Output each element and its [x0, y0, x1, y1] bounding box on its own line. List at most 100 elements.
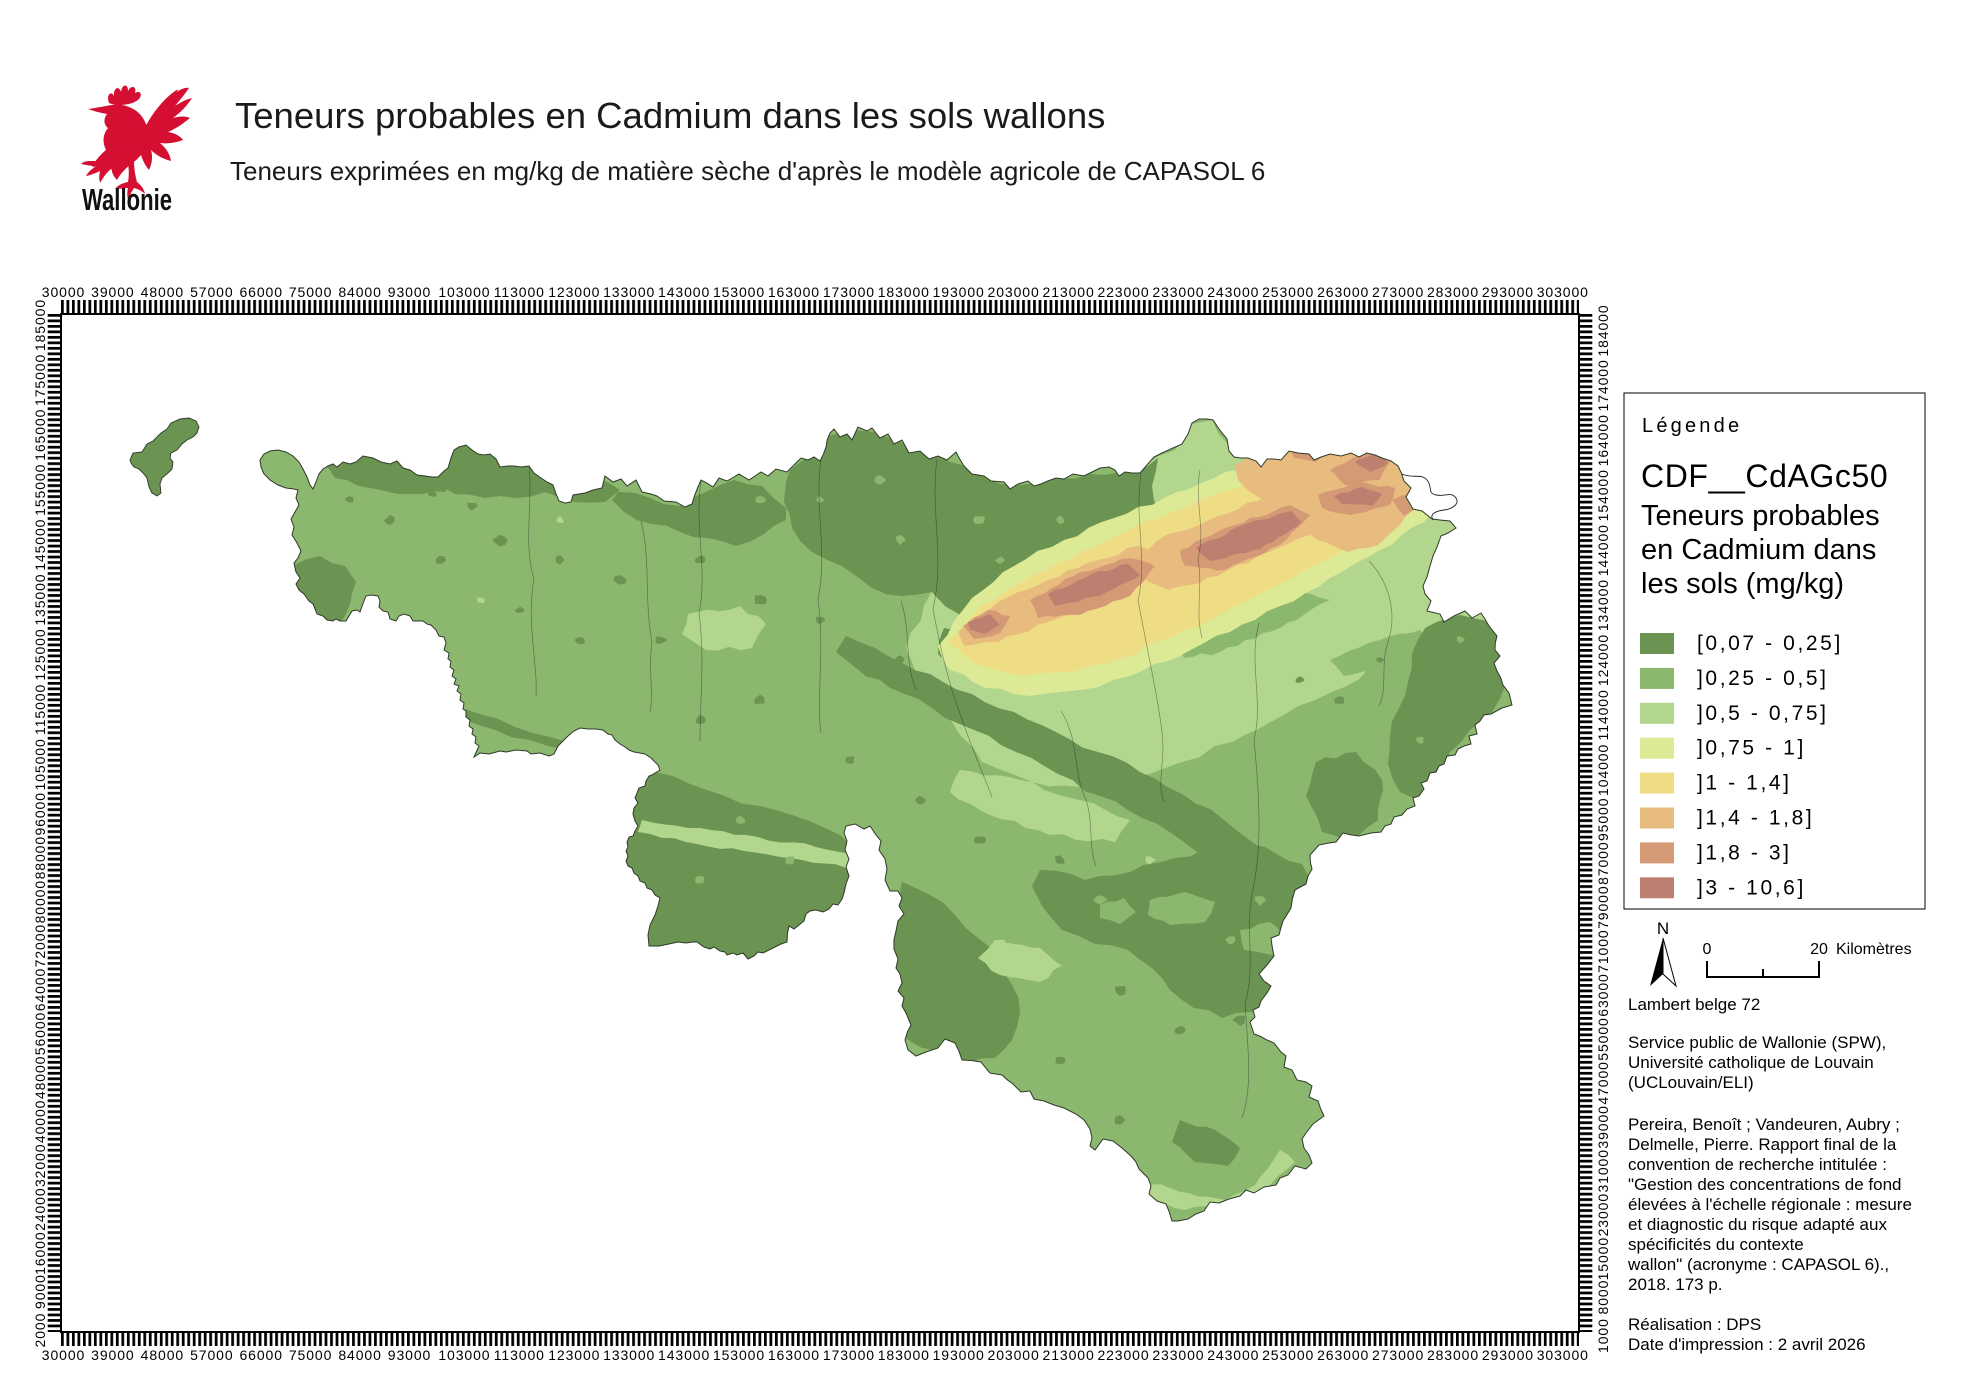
svg-text:93000: 93000 — [388, 284, 431, 300]
svg-text:154000: 154000 — [1595, 469, 1611, 521]
svg-text:2000: 2000 — [32, 1313, 48, 1348]
svg-text:253000: 253000 — [1262, 284, 1314, 300]
svg-text:48000: 48000 — [141, 1347, 184, 1363]
svg-text:105000: 105000 — [32, 738, 48, 790]
svg-text:39000: 39000 — [1595, 1105, 1611, 1148]
svg-text:64000: 64000 — [32, 968, 48, 1011]
svg-text:]1,8 - 3]: ]1,8 - 3] — [1697, 841, 1792, 864]
svg-text:48000: 48000 — [141, 284, 184, 300]
svg-text:263000: 263000 — [1317, 1347, 1369, 1363]
svg-text:104000: 104000 — [1595, 744, 1611, 796]
svg-text:57000: 57000 — [190, 284, 233, 300]
svg-text:les sols (mg/kg): les sols (mg/kg) — [1641, 568, 1844, 600]
svg-text:303000: 303000 — [1537, 284, 1589, 300]
svg-text:]1,4 - 1,8]: ]1,4 - 1,8] — [1697, 807, 1814, 830]
svg-text:48000: 48000 — [32, 1056, 48, 1099]
svg-text:72000: 72000 — [32, 924, 48, 967]
svg-text:164000: 164000 — [1595, 414, 1611, 466]
svg-text:Service public de Wallonie (SP: Service public de Wallonie (SPW), — [1628, 1033, 1886, 1052]
svg-text:wallon" (acronyme : CAPASOL 6): wallon" (acronyme : CAPASOL 6)., — [1627, 1255, 1889, 1274]
svg-text:173000: 173000 — [823, 1347, 875, 1363]
svg-text:185000: 185000 — [32, 299, 48, 351]
svg-text:115000: 115000 — [32, 684, 48, 735]
svg-text:66000: 66000 — [239, 284, 282, 300]
svg-text:134000: 134000 — [1595, 579, 1611, 631]
svg-text:173000: 173000 — [823, 284, 875, 300]
svg-text:87000: 87000 — [1595, 841, 1611, 884]
svg-text:213000: 213000 — [1043, 284, 1095, 300]
svg-text:2018. 173 p.: 2018. 173 p. — [1628, 1275, 1723, 1294]
svg-text:79000: 79000 — [1595, 885, 1611, 928]
svg-text:1000: 1000 — [1595, 1318, 1611, 1353]
svg-text:47000: 47000 — [1595, 1061, 1611, 1104]
svg-text:16000: 16000 — [32, 1231, 48, 1274]
svg-text:125000: 125000 — [32, 628, 48, 680]
svg-text:263000: 263000 — [1317, 284, 1369, 300]
svg-text:113000: 113000 — [494, 1347, 545, 1363]
svg-text:"Gestion des concentrations de: "Gestion des concentrations de fond — [1628, 1175, 1902, 1194]
svg-text:95000: 95000 — [1595, 798, 1611, 841]
svg-text:9000: 9000 — [32, 1274, 48, 1309]
svg-text:184000: 184000 — [1595, 304, 1611, 356]
svg-text:153000: 153000 — [713, 284, 765, 300]
svg-text:84000: 84000 — [338, 284, 381, 300]
svg-text:Teneurs probables: Teneurs probables — [1641, 500, 1880, 532]
svg-text:24000: 24000 — [32, 1187, 48, 1230]
svg-text:223000: 223000 — [1097, 284, 1149, 300]
svg-text:283000: 283000 — [1427, 284, 1479, 300]
svg-text:80000: 80000 — [32, 880, 48, 923]
svg-text:Légende: Légende — [1642, 415, 1742, 437]
svg-text:CDF__CdAGc50: CDF__CdAGc50 — [1641, 458, 1888, 494]
svg-text:30000: 30000 — [42, 284, 85, 300]
svg-text:Teneurs exprimées en mg/kg de: Teneurs exprimées en mg/kg de matière sè… — [230, 156, 1265, 186]
svg-text:88000: 88000 — [32, 836, 48, 879]
svg-text:133000: 133000 — [603, 284, 655, 300]
svg-text:273000: 273000 — [1372, 284, 1424, 300]
svg-text:0: 0 — [1703, 941, 1712, 958]
svg-text:144000: 144000 — [1595, 524, 1611, 576]
svg-text:293000: 293000 — [1482, 284, 1534, 300]
svg-text:233000: 233000 — [1152, 284, 1204, 300]
svg-text:163000: 163000 — [768, 284, 820, 300]
svg-text:123000: 123000 — [548, 1347, 600, 1363]
svg-text:en Cadmium dans: en Cadmium dans — [1641, 534, 1876, 566]
svg-text:et diagnostic du risque adapté: et diagnostic du risque adapté aux — [1628, 1215, 1887, 1234]
svg-text:283000: 283000 — [1427, 1347, 1479, 1363]
svg-text:75000: 75000 — [289, 1347, 332, 1363]
svg-text:223000: 223000 — [1097, 1347, 1149, 1363]
svg-text:63000: 63000 — [1595, 973, 1611, 1016]
svg-text:(UCLouvain/ELI): (UCLouvain/ELI) — [1628, 1073, 1754, 1092]
svg-text:233000: 233000 — [1152, 1347, 1204, 1363]
svg-text:143000: 143000 — [658, 1347, 710, 1363]
svg-text:8000: 8000 — [1595, 1280, 1611, 1315]
svg-text:175000: 175000 — [32, 354, 48, 406]
svg-text:23000: 23000 — [1595, 1193, 1611, 1236]
svg-text:]3 - 10,6]: ]3 - 10,6] — [1697, 876, 1806, 899]
svg-text:153000: 153000 — [713, 1347, 765, 1363]
svg-text:243000: 243000 — [1207, 284, 1259, 300]
svg-text:103000: 103000 — [438, 284, 490, 300]
svg-text:243000: 243000 — [1207, 1347, 1259, 1363]
svg-text:Kilomètres: Kilomètres — [1836, 941, 1912, 958]
svg-text:40000: 40000 — [32, 1100, 48, 1143]
svg-text:convention de recherche intitu: convention de recherche intitulée : — [1628, 1155, 1887, 1174]
svg-text:145000: 145000 — [32, 519, 48, 571]
svg-text:57000: 57000 — [190, 1347, 233, 1363]
svg-text:Date d'impression : 2 avril 20: Date d'impression : 2 avril 2026 — [1628, 1335, 1866, 1354]
svg-text:96000: 96000 — [32, 792, 48, 835]
svg-text:Wallonie: Wallonie — [82, 182, 172, 217]
svg-text:]1 - 1,4]: ]1 - 1,4] — [1697, 772, 1792, 795]
svg-text:39000: 39000 — [91, 1347, 134, 1363]
svg-text:66000: 66000 — [239, 1347, 282, 1363]
svg-text:spécificités du contexte: spécificités du contexte — [1628, 1235, 1804, 1254]
svg-text:155000: 155000 — [32, 464, 48, 516]
svg-text:165000: 165000 — [32, 409, 48, 461]
svg-text:71000: 71000 — [1595, 929, 1611, 972]
svg-text:203000: 203000 — [988, 284, 1040, 300]
svg-text:]0,5 - 0,75]: ]0,5 - 0,75] — [1697, 702, 1829, 725]
svg-text:193000: 193000 — [933, 1347, 985, 1363]
svg-text:Pereira, Benoît ; Vandeuren, A: Pereira, Benoît ; Vandeuren, Aubry ; — [1628, 1115, 1900, 1134]
svg-text:133000: 133000 — [603, 1347, 655, 1363]
svg-text:143000: 143000 — [658, 284, 710, 300]
svg-text:39000: 39000 — [91, 284, 134, 300]
